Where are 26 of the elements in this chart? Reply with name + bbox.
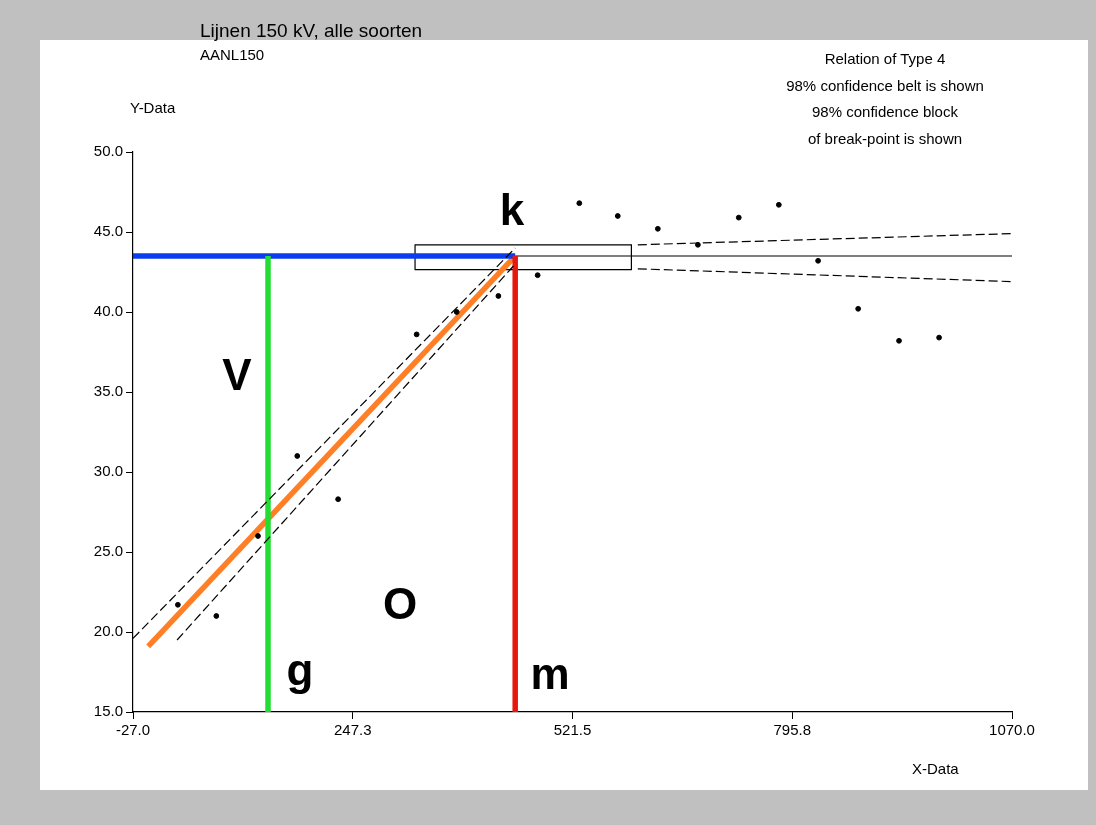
annotation: V (222, 350, 252, 399)
text: Relation of Type 4 (823, 49, 947, 69)
x-axis-title: X-Data (912, 760, 959, 777)
x-tick-label: 1070.0 (989, 721, 1035, 739)
chart-title: Lijnen 150 kV, alle soorten (200, 20, 423, 42)
x-tick-label: 247.3 (334, 721, 372, 739)
text: 98% confidence belt is shown (785, 75, 985, 96)
annotation: g (286, 645, 314, 694)
y-tick-label: 40.0 (93, 302, 123, 320)
annotation: k (499, 185, 525, 234)
y-tick-label: 30.0 (93, 462, 123, 480)
x-tick-label: -27.0 (115, 721, 151, 739)
x-tick-label: 521.5 (553, 721, 592, 739)
y-tick-label: 15.0 (93, 702, 123, 720)
y-tick-label: 35.0 (93, 382, 123, 400)
chart-subtitle: AANL150 (200, 46, 265, 63)
annotation: O (382, 579, 418, 628)
y-axis-title: Y-Data (130, 99, 176, 116)
x-tick-label: 795.8 (773, 721, 812, 739)
y-tick-label: 45.0 (93, 222, 123, 240)
y-tick-label: 50.0 (93, 142, 123, 160)
y-tick-label: 20.0 (93, 622, 123, 640)
annotation: m (530, 649, 570, 698)
text: 98% confidence block (811, 102, 959, 122)
y-tick-label: 25.0 (93, 542, 123, 560)
text: of break-point is shown (806, 128, 964, 149)
